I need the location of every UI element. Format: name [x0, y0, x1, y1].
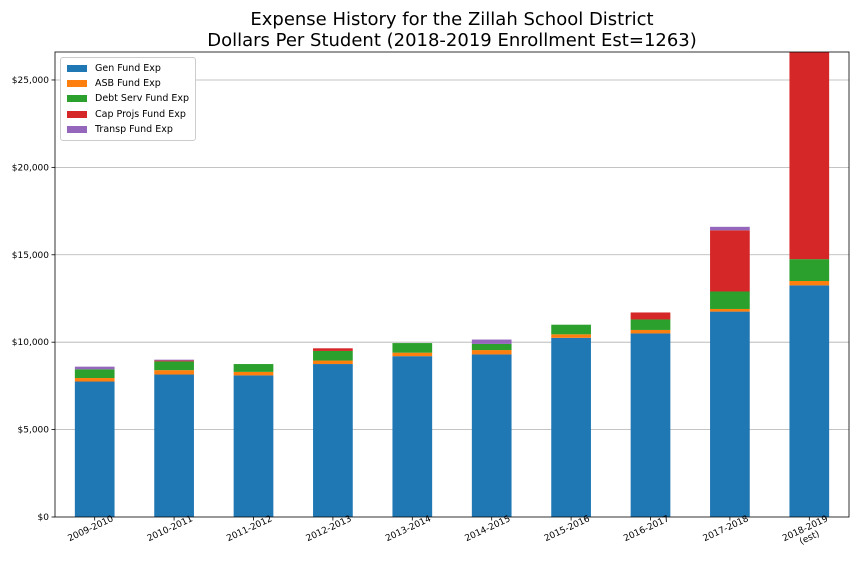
- legend-swatch: [67, 65, 87, 73]
- bar-segment: [789, 259, 830, 282]
- x-tick-label: 2009-2010: [67, 514, 116, 544]
- y-tick-label: $25,000: [12, 76, 49, 86]
- legend-item: Gen Fund Exp: [67, 61, 189, 76]
- bar-segment: [471, 354, 512, 517]
- x-tick-label: 2013-2014: [384, 514, 433, 544]
- legend-label: Debt Serv Fund Exp: [95, 93, 190, 105]
- y-tick-label: $10,000: [12, 338, 49, 348]
- x-tick-label: 2010-2011: [146, 514, 195, 544]
- bar-segment: [710, 308, 750, 312]
- bar-segment: [630, 319, 671, 330]
- bar-segment: [233, 371, 274, 376]
- bar-segment: [471, 339, 512, 344]
- chart-subtitle: Dollars Per Student (2018-2019 Enrollmen…: [207, 30, 697, 51]
- x-tick-label: 2018-2019(est): [781, 514, 834, 553]
- x-tick-label: 2012-2013: [305, 514, 354, 544]
- legend-item: Cap Projs Fund Exp: [67, 107, 189, 122]
- bar-segment: [154, 374, 194, 517]
- bar-segment: [551, 334, 591, 338]
- bars: [74, 52, 830, 517]
- bar-segment: [74, 378, 115, 382]
- bar-segment: [233, 364, 274, 372]
- y-tick-label: $0: [38, 513, 50, 523]
- bar-segment: [313, 364, 353, 517]
- legend-label: Transp Fund Exp: [95, 123, 173, 135]
- x-tick-label: 2017-2018: [702, 514, 751, 544]
- bar-segment: [630, 312, 671, 320]
- bar-segment: [154, 361, 194, 371]
- bar-segment: [154, 370, 194, 375]
- legend-label: Cap Projs Fund Exp: [95, 108, 186, 120]
- legend-label: ASB Fund Exp: [95, 78, 161, 90]
- bar-segment: [551, 337, 591, 517]
- legend-swatch: [67, 110, 87, 118]
- bar-segment: [74, 381, 115, 517]
- bar-segment: [154, 360, 194, 362]
- bar-segment: [789, 285, 830, 517]
- bar-segment: [710, 311, 750, 517]
- bar-segment: [710, 230, 750, 292]
- bar-segment: [789, 52, 830, 260]
- legend-swatch: [67, 125, 87, 133]
- bar-segment: [313, 348, 353, 351]
- bar-segment: [313, 350, 353, 361]
- legend-item: Transp Fund Exp: [67, 122, 189, 137]
- bar-segment: [710, 226, 750, 231]
- legend-item: ASB Fund Exp: [67, 76, 189, 91]
- bar-segment: [392, 343, 433, 353]
- y-tick-label: $5,000: [18, 426, 50, 436]
- x-tick-label: 2016-2017: [622, 514, 671, 544]
- legend-item: Debt Serv Fund Exp: [67, 91, 189, 106]
- bar-segment: [710, 291, 750, 309]
- chart-title: Expense History for the Zillah School Di…: [250, 9, 654, 30]
- bar-segment: [154, 359, 194, 361]
- bar-segment: [471, 350, 512, 355]
- y-tick-label: $20,000: [12, 163, 49, 173]
- x-tick-label: 2014-2015: [464, 514, 513, 544]
- chart-legend: Gen Fund Exp ASB Fund Exp Debt Serv Fund E…: [60, 57, 197, 141]
- legend-swatch: [67, 95, 87, 103]
- bar-segment: [789, 281, 830, 286]
- x-tick-label: 2011-2012: [225, 514, 274, 544]
- x-tick-label: 2015-2016: [543, 514, 592, 544]
- bar-segment: [313, 360, 353, 365]
- y-tick-label: $15,000: [12, 251, 49, 261]
- bar-segment: [74, 369, 115, 379]
- legend-swatch: [67, 80, 87, 88]
- bar-segment: [471, 343, 512, 351]
- bar-segment: [74, 366, 115, 370]
- bar-segment: [233, 375, 274, 517]
- bar-segment: [551, 324, 591, 335]
- axes-frame: [54, 51, 850, 518]
- legend-label: Gen Fund Exp: [95, 63, 161, 75]
- bar-segment: [392, 356, 433, 517]
- bar-segment: [392, 352, 433, 357]
- bar-segment: [630, 329, 671, 334]
- bar-segment: [630, 333, 671, 517]
